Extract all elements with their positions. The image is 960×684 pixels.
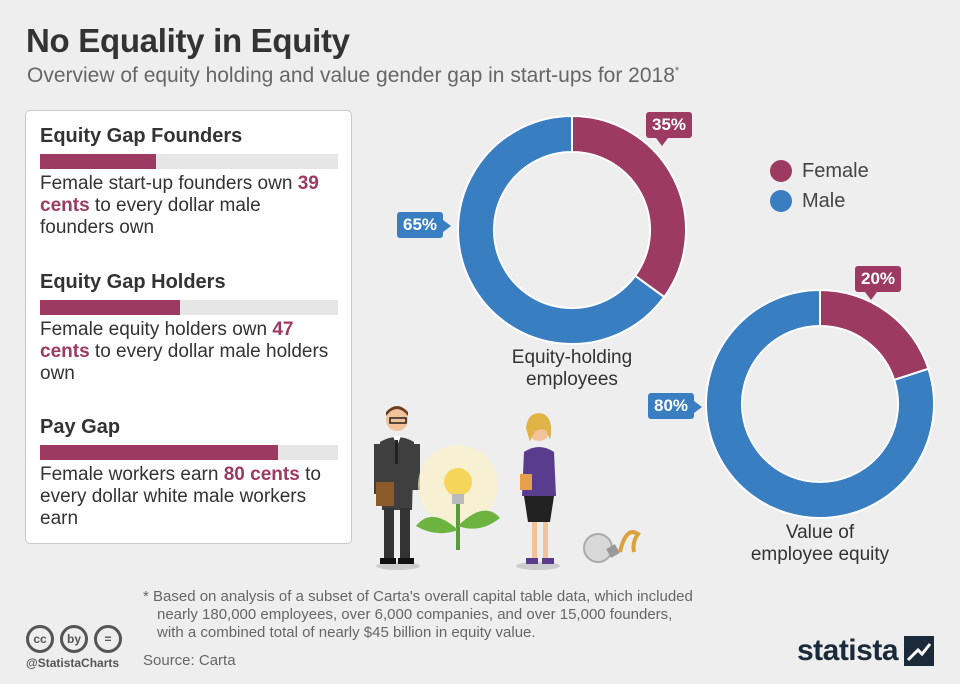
gap-title: Equity Gap Holders	[40, 271, 226, 293]
donut-chart-equity-holding	[457, 114, 687, 345]
legend: Female Male	[770, 156, 869, 216]
donut-slice-male	[457, 114, 666, 345]
gap-text: Female equity holders own 47 cents to ev…	[40, 319, 329, 384]
statista-mark-icon	[904, 636, 934, 666]
data-label-male: 65%	[397, 212, 452, 238]
gap-pay: Pay Gap Female workers earn 80 cents to …	[40, 416, 338, 530]
statista-logo[interactable]: statista	[797, 634, 934, 668]
legend-swatch	[770, 190, 792, 212]
gap-title: Pay Gap	[40, 416, 121, 438]
legend-item-female: Female	[770, 156, 869, 186]
gap-title: Equity Gap Founders	[40, 125, 243, 147]
footnote: * Based on analysis of a subset of Carta…	[143, 588, 693, 641]
attribution-icon: by	[60, 625, 88, 653]
gap-bar-fill	[40, 154, 157, 169]
people-illustration	[374, 406, 641, 570]
gap-text: Female workers earn 80 cents to every do…	[40, 464, 321, 529]
businessman-figure	[374, 406, 420, 570]
legend-swatch	[770, 160, 792, 182]
source-text: Source: Carta	[143, 652, 236, 669]
donut-hole	[743, 327, 897, 481]
chart-label: Equity-holding employees	[511, 347, 633, 390]
no-derivatives-icon: =	[94, 625, 122, 653]
gap-founders: Equity Gap Founders Female start-up foun…	[40, 125, 338, 239]
data-label-male: 80%	[648, 393, 703, 419]
logo-text: statista	[796, 634, 899, 667]
businesswoman-figure	[516, 413, 560, 570]
donut-hole	[495, 153, 649, 307]
legend-item-male: Male	[770, 186, 869, 216]
gap-text: Female start-up founders own 39 cents to…	[40, 173, 319, 238]
donut-chart-equity-value	[705, 288, 935, 519]
data-label-female: 35%	[646, 112, 693, 146]
license-icons: cc by =	[26, 625, 122, 653]
gap-bar-track	[40, 300, 338, 315]
page-title: No Equality in Equity	[26, 22, 350, 59]
gap-holders: Equity Gap Holders Female equity holders…	[40, 271, 338, 385]
gap-bar-fill	[40, 445, 279, 460]
gap-bar-track	[40, 154, 338, 169]
donut-slice-male	[705, 288, 935, 519]
gap-panel: Equity Gap Founders Female start-up foun…	[25, 110, 352, 544]
creative-commons-icon: cc	[26, 625, 54, 653]
data-label-female: 20%	[855, 266, 902, 300]
social-handle[interactable]: @StatistaCharts	[26, 656, 120, 670]
page-subtitle: Overview of equity holding and value gen…	[27, 64, 680, 87]
gap-bar-track	[40, 445, 338, 460]
donut-slice-female	[571, 114, 687, 299]
lightbulb-plant-icon	[416, 445, 500, 550]
chart-label: Value of employee equity	[750, 522, 890, 565]
broken-lightbulb-icon	[583, 530, 641, 563]
gap-bar-fill	[40, 300, 181, 315]
